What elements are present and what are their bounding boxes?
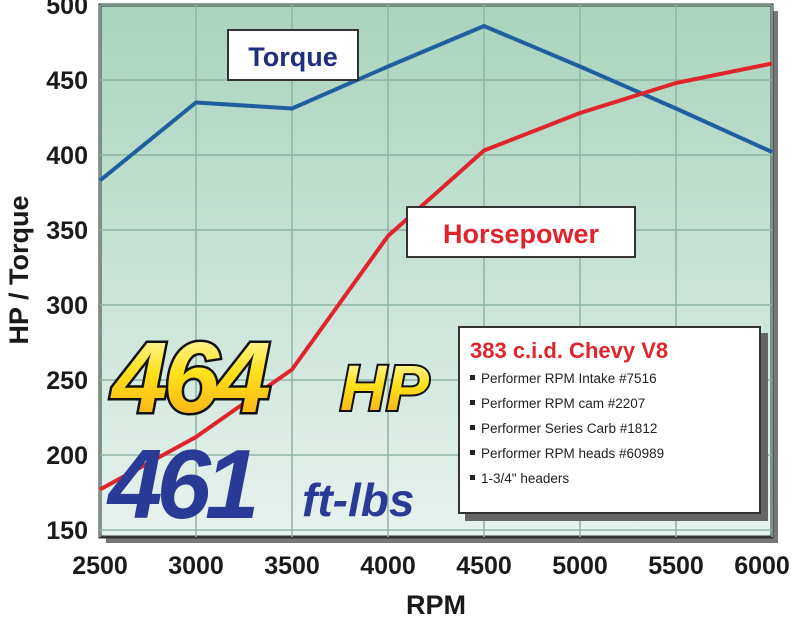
torque-callout: 461 ft-lbs: [106, 429, 414, 539]
x-tick-label: 3500: [264, 552, 320, 580]
y-tick-label: 350: [46, 217, 88, 245]
spec-item: Performer Series Carb #1812: [481, 421, 657, 436]
x-axis-label: RPM: [406, 590, 466, 617]
spec-item: Performer RPM heads #60989: [481, 446, 664, 461]
y-tick-labels: 150 200 250 300 350 400 450 500: [46, 0, 88, 545]
spec-title: 383 c.i.d. Chevy V8: [470, 338, 668, 363]
series-lines: [98, 24, 773, 492]
series-line-torque: [98, 24, 773, 183]
x-tick-label: 6000: [734, 552, 790, 580]
spec-item: 1-3/4" headers: [481, 471, 569, 486]
bullet-icon: [470, 450, 475, 455]
y-tick-label: 500: [46, 0, 88, 20]
y-tick-label: 200: [46, 442, 88, 470]
x-tick-label: 2500: [72, 552, 128, 580]
y-axis-label: HP / Torque: [4, 195, 34, 344]
bullet-icon: [470, 475, 475, 480]
x-tick-label: 3000: [168, 552, 224, 580]
y-tick-label: 300: [46, 292, 88, 320]
x-tick-label: 4500: [456, 552, 512, 580]
series-line-horsepower: [99, 61, 773, 492]
y-tick-label: 400: [46, 142, 88, 170]
x-tick-label: 4000: [360, 552, 416, 580]
x-tick-label: 5500: [648, 552, 704, 580]
svg-text:ft-lbs: ft-lbs: [302, 474, 414, 526]
y-tick-label: 150: [46, 517, 88, 545]
x-tick-labels: 2500 3000 3500 4000 4500 5000 5500 6000: [72, 552, 790, 580]
bullet-icon: [470, 425, 475, 430]
spec-item: Performer RPM cam #2207: [481, 396, 645, 411]
svg-text:HP: HP: [340, 352, 429, 424]
x-tick-label: 5000: [552, 552, 608, 580]
svg-text:461: 461: [106, 429, 255, 539]
svg-text:464: 464: [110, 322, 269, 434]
hp-callout: 464 HP: [108, 320, 432, 437]
y-tick-label: 450: [46, 67, 88, 95]
svg-text:Horsepower: Horsepower: [443, 219, 600, 249]
svg-text:Torque: Torque: [248, 42, 338, 72]
spec-item: Performer RPM Intake #7516: [481, 371, 657, 386]
spec-box: 383 c.i.d. Chevy V8 Performer RPM Intake…: [458, 326, 768, 521]
y-tick-label: 250: [46, 367, 88, 395]
legend-horsepower: Horsepower: [406, 206, 636, 258]
legend-torque: Torque: [227, 29, 359, 81]
bullet-icon: [470, 400, 475, 405]
bullet-icon: [470, 375, 475, 380]
